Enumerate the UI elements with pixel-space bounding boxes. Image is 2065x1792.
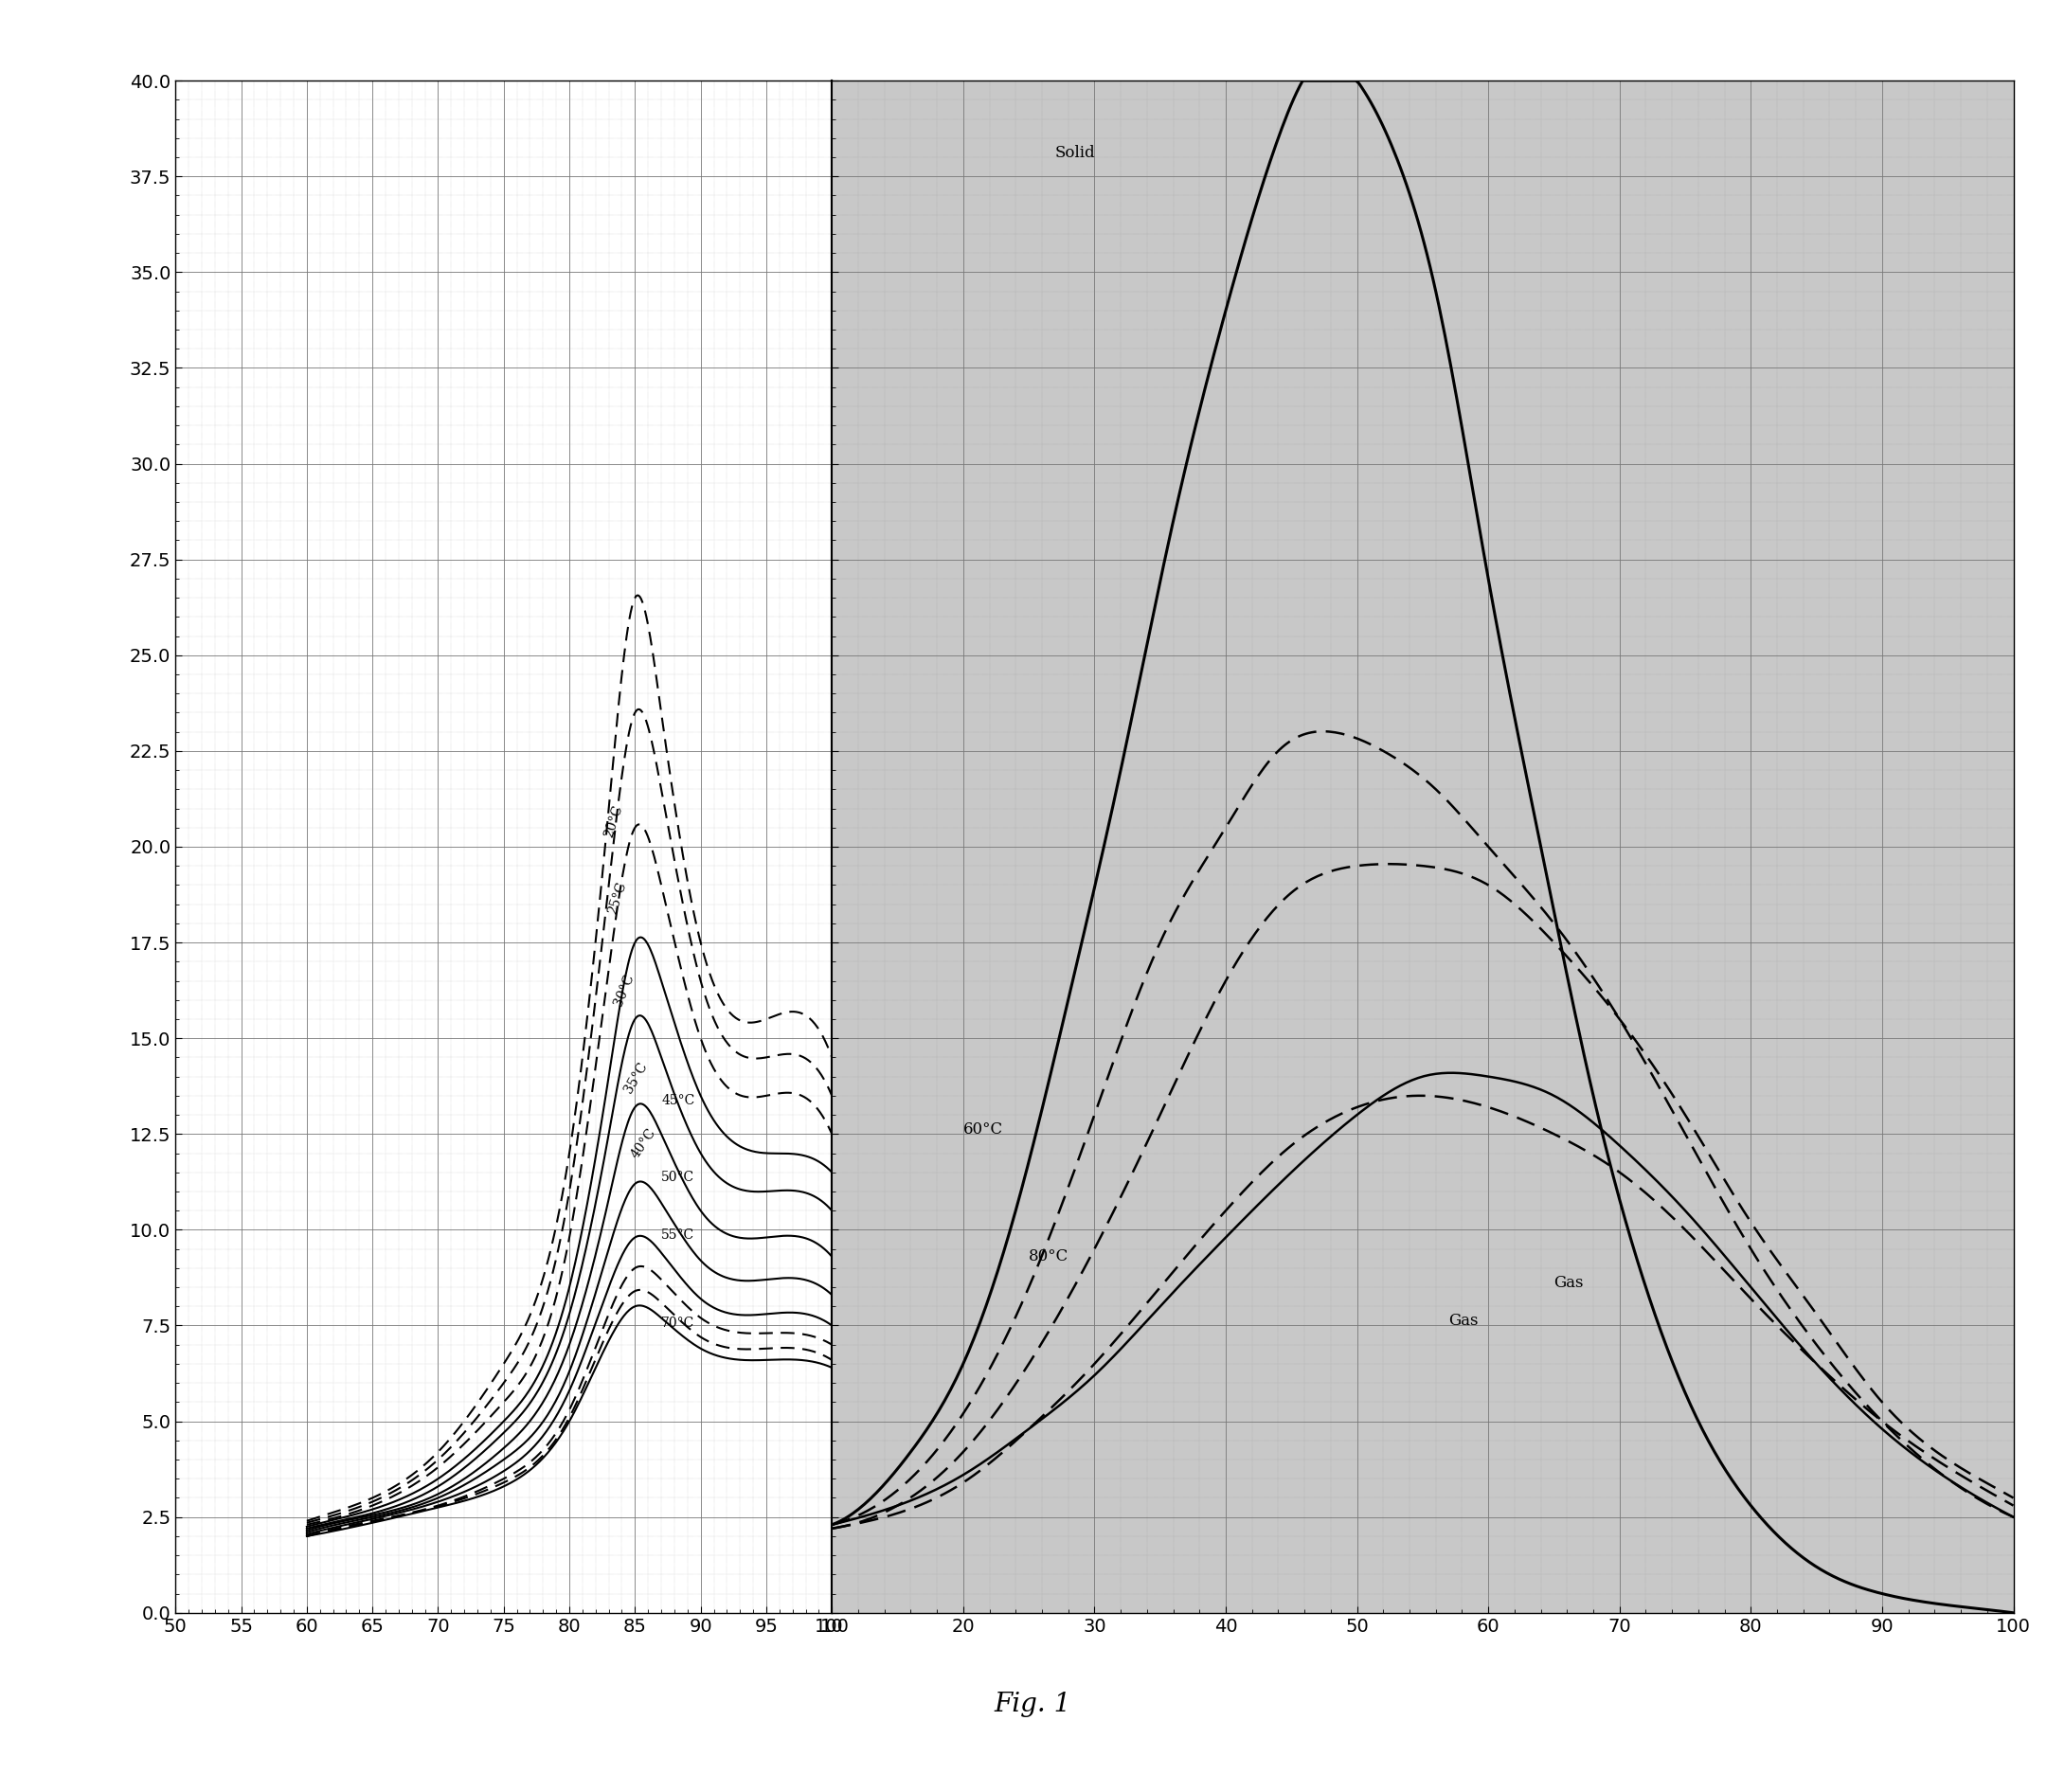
Text: 20°C: 20°C (603, 803, 626, 839)
Text: 25°C: 25°C (607, 880, 630, 916)
Text: 60°C: 60°C (962, 1122, 1004, 1138)
Text: 40°C: 40°C (628, 1125, 659, 1161)
Text: 45°C: 45°C (661, 1093, 694, 1107)
Text: Gas: Gas (1450, 1314, 1479, 1330)
Text: 80°C: 80°C (1028, 1247, 1070, 1263)
Text: Solid: Solid (1055, 145, 1094, 161)
Text: 50°C: 50°C (661, 1170, 694, 1185)
Text: 55°C: 55°C (661, 1228, 694, 1242)
Text: Gas: Gas (1555, 1274, 1584, 1290)
Text: 35°C: 35°C (622, 1061, 650, 1095)
Text: Fig. 1: Fig. 1 (993, 1692, 1072, 1717)
Text: 70°C: 70°C (661, 1315, 694, 1330)
Text: 30°C: 30°C (611, 971, 636, 1007)
